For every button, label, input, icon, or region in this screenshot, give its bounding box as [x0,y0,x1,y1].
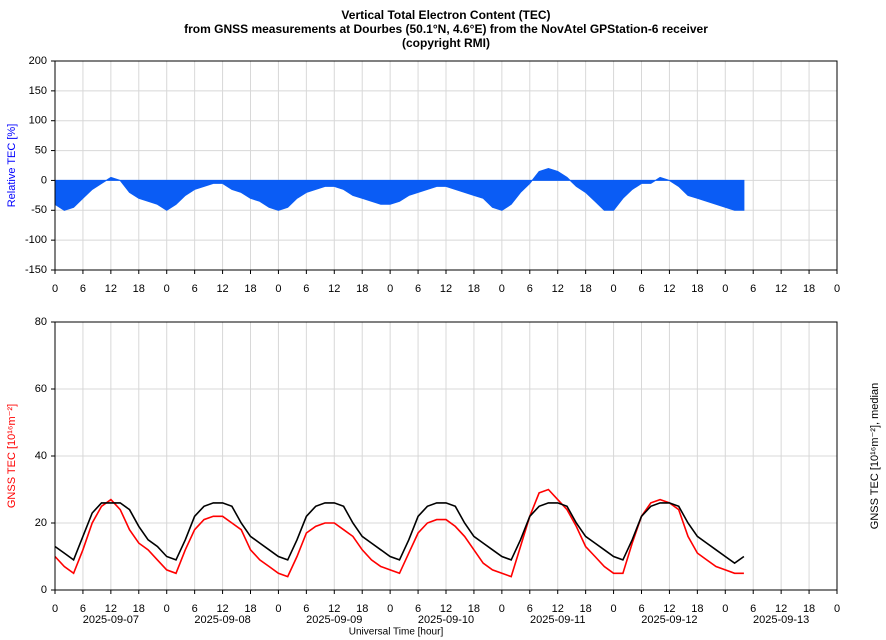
y-tick-label: 150 [29,85,47,97]
x-tick-label: 12 [216,603,228,615]
x-tick-label: 0 [611,603,617,615]
x-tick-label: 6 [638,603,644,615]
date-label: 2025-09-11 [530,614,585,626]
y-tick-label: 80 [35,316,47,328]
x-tick-label: 12 [328,603,340,615]
x-tick-label: 6 [750,283,756,295]
x-tick-label: 6 [415,283,421,295]
x-tick-label: 0 [499,283,505,295]
chart-subtitle: (copyright RMI) [402,36,490,50]
y-tick-label: 20 [35,517,47,529]
y-tick-label: 200 [29,55,47,67]
x-tick-label: 12 [663,603,675,615]
x-tick-label: 18 [803,603,815,615]
x-tick-label: 12 [328,283,340,295]
x-tick-label: 18 [244,603,256,615]
x-tick-label: 18 [580,603,592,615]
x-tick-label: 0 [722,283,728,295]
x-tick-label: 12 [552,603,564,615]
y-tick-label: -50 [31,204,47,216]
x-tick-label: 6 [80,283,86,295]
date-label: 2025-09-07 [83,614,139,626]
x-tick-label: 0 [387,603,393,615]
x-tick-label: 18 [691,283,703,295]
y-tick-label: 0 [41,584,47,596]
x-tick-label: 6 [192,283,198,295]
y-tick-label: 60 [35,383,47,395]
x-axis-label: Universal Time [hour] [349,627,444,638]
y-axis-label: Relative TEC [%] [6,124,18,208]
x-tick-label: 12 [105,283,117,295]
x-tick-label: 0 [164,283,170,295]
x-tick-label: 6 [192,603,198,615]
x-tick-label: 6 [527,283,533,295]
chart-title: Vertical Total Electron Content (TEC) [341,8,550,22]
line [54,488,744,578]
x-tick-label: 0 [499,603,505,615]
line [54,502,745,565]
x-tick-label: 12 [105,603,117,615]
x-tick-label: 18 [580,283,592,295]
x-tick-label: 6 [303,603,309,615]
x-tick-label: 12 [440,603,452,615]
x-tick-label: 6 [80,603,86,615]
x-tick-label: 6 [527,603,533,615]
plot-frame [54,60,838,271]
x-tick-label: 0 [611,283,617,295]
x-tick-label: 0 [275,283,281,295]
x-tick-label: 0 [834,283,840,295]
area [54,167,745,211]
x-tick-label: 18 [468,603,480,615]
x-tick-label: 18 [803,283,815,295]
x-tick-label: 0 [164,603,170,615]
y-tick-label: 40 [35,450,47,462]
chart-subtitle: from GNSS measurements at Dourbes (50.1°… [184,22,708,36]
x-tick-label: 18 [133,603,145,615]
x-tick-label: 6 [415,603,421,615]
x-tick-label: 12 [775,603,787,615]
y-tick-label: 100 [29,115,47,127]
x-tick-label: 0 [834,603,840,615]
y-axis-label: GNSS TEC [10¹⁶m⁻²] [6,404,18,508]
x-tick-label: 6 [303,283,309,295]
x-tick-label: 18 [133,283,145,295]
plot-frame [54,321,838,591]
x-tick-label: 12 [775,283,787,295]
x-tick-label: 18 [244,283,256,295]
x-tick-label: 12 [216,283,228,295]
date-label: 2025-09-09 [306,614,362,626]
x-tick-label: 12 [552,283,564,295]
y2-axis-label: GNSS TEC [10¹⁶m⁻²], median [869,383,881,529]
x-tick-label: 0 [722,603,728,615]
x-tick-label: 18 [356,603,368,615]
x-tick-label: 18 [468,283,480,295]
date-label: 2025-09-13 [753,614,809,626]
y-tick-label: 50 [35,144,47,156]
x-tick-label: 12 [440,283,452,295]
date-label: 2025-09-10 [418,614,474,626]
y-tick-label: 0 [41,174,47,186]
x-tick-label: 18 [691,603,703,615]
x-tick-label: 0 [387,283,393,295]
y-tick-label: -100 [25,234,47,246]
x-tick-label: 18 [356,283,368,295]
x-tick-label: 6 [638,283,644,295]
date-label: 2025-09-08 [194,614,250,626]
date-label: 2025-09-12 [641,614,697,626]
x-tick-label: 0 [52,283,58,295]
x-tick-label: 6 [750,603,756,615]
x-tick-label: 0 [52,603,58,615]
x-tick-label: 0 [275,603,281,615]
x-tick-label: 12 [663,283,675,295]
y-tick-label: -150 [25,264,47,276]
